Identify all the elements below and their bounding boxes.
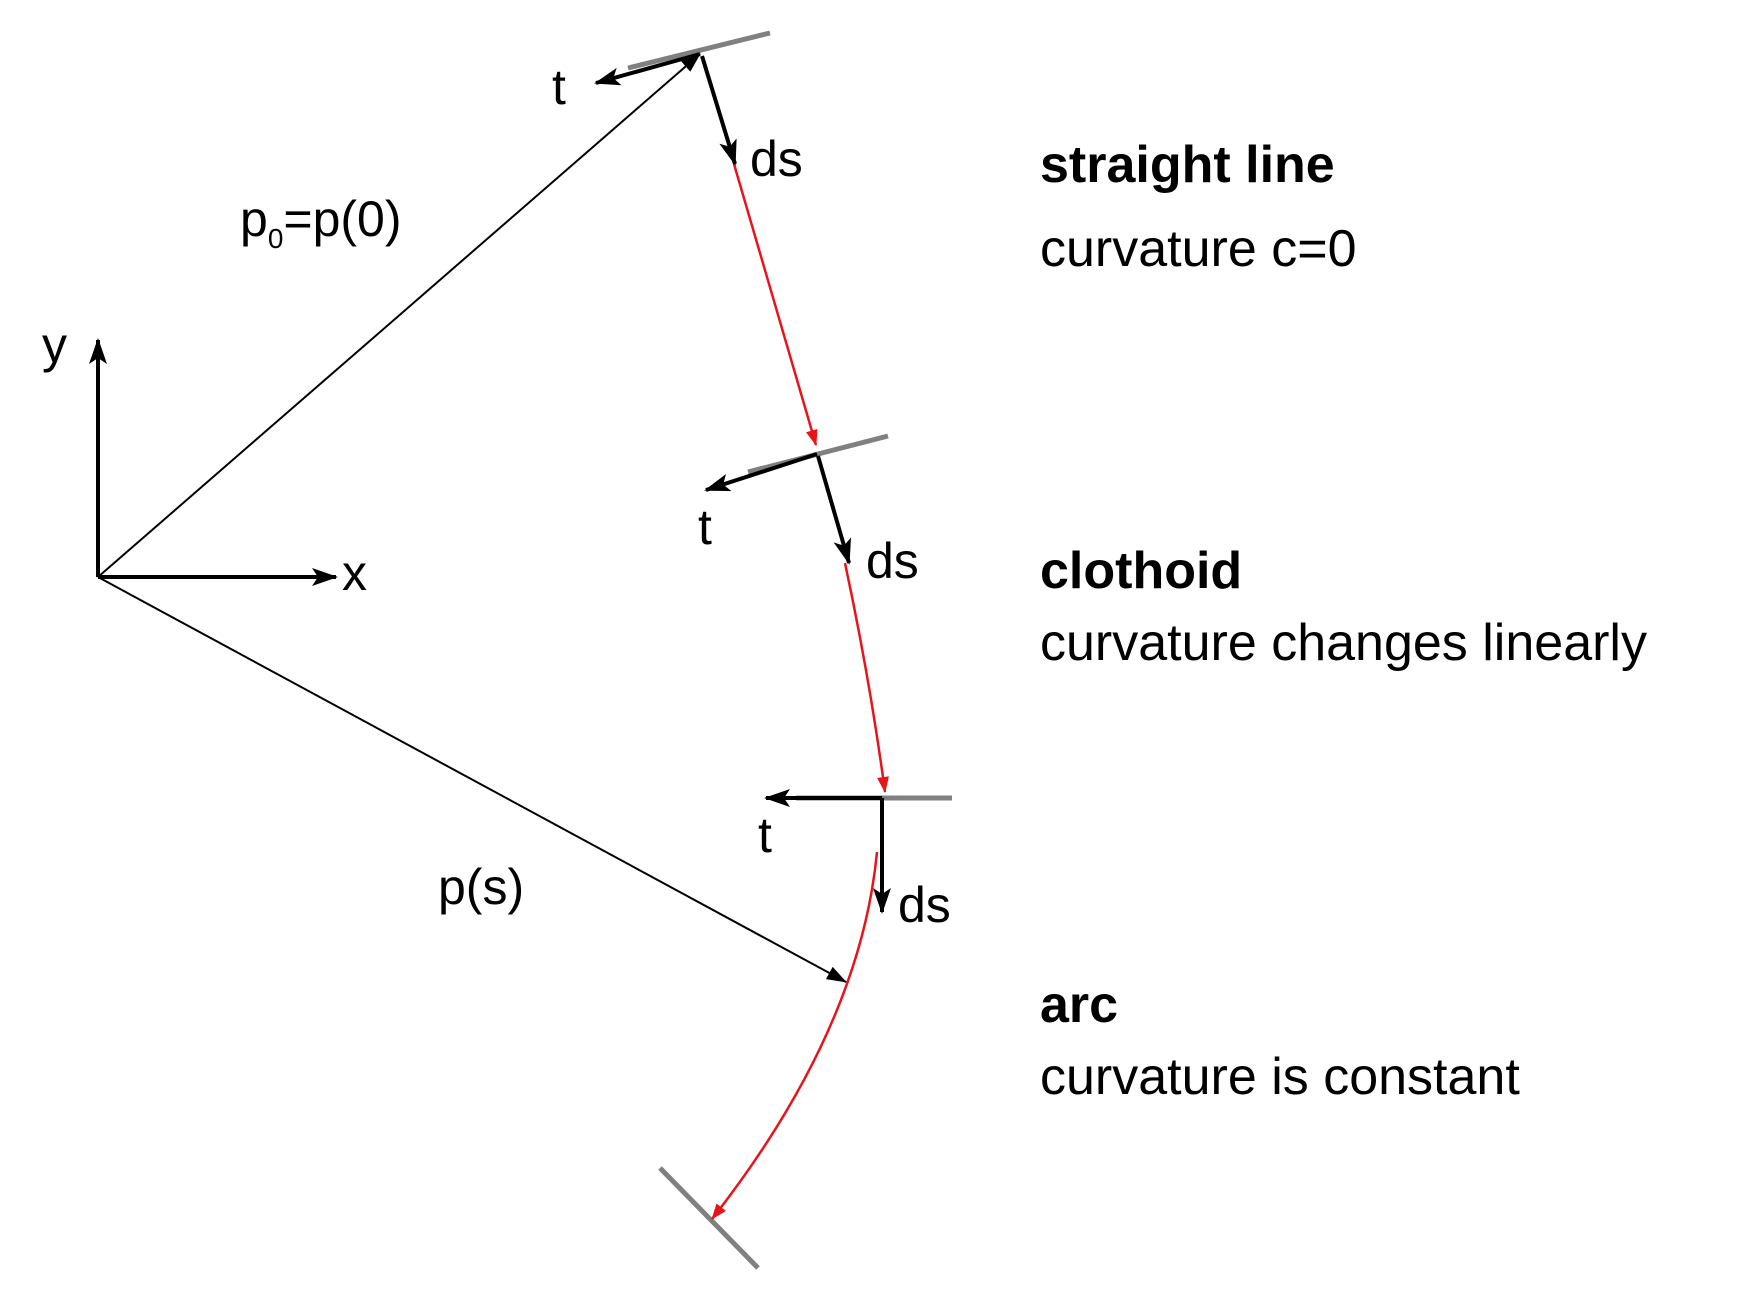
ds-label-2: ds: [866, 533, 919, 589]
segment-title-arc: arc: [1040, 976, 1118, 1034]
tangent-label-2: t: [698, 499, 712, 555]
ds-arrow-2: [816, 455, 851, 565]
y-axis-label: y: [42, 317, 67, 373]
segment-title-clothoid: clothoid: [1040, 542, 1242, 600]
segment-desc-clothoid: curvature changes linearly: [1040, 614, 1647, 672]
tangent-label-3: t: [758, 807, 772, 863]
segment-desc-arc: curvature is constant: [1040, 1048, 1520, 1106]
segment-title-straight: straight line: [1040, 136, 1335, 194]
tangent-label-1: t: [552, 59, 566, 115]
boundary-line-end: [658, 1166, 760, 1270]
tangent-arrow-1: [594, 52, 701, 86]
path-vector-line: [97, 576, 847, 983]
origin-vector-label: p0=p(0): [240, 191, 402, 254]
ds-label-1: ds: [750, 131, 803, 187]
curve-straight-segment: [732, 163, 818, 446]
boundary-line-start: [627, 30, 771, 71]
origin-vector-line: [97, 53, 701, 578]
ds-label-3: ds: [898, 877, 951, 933]
ds-arrow-1: [700, 55, 737, 166]
curve-clothoid-segment: [843, 562, 889, 793]
curve-arc-segment: [711, 851, 879, 1220]
tangent-arrow-2: [704, 452, 818, 492]
segment-desc-straight: curvature c=0: [1040, 220, 1357, 278]
path-vector-label: p(s): [438, 859, 524, 915]
boundary-line-1: [747, 433, 889, 475]
x-axis-label: x: [342, 545, 367, 601]
